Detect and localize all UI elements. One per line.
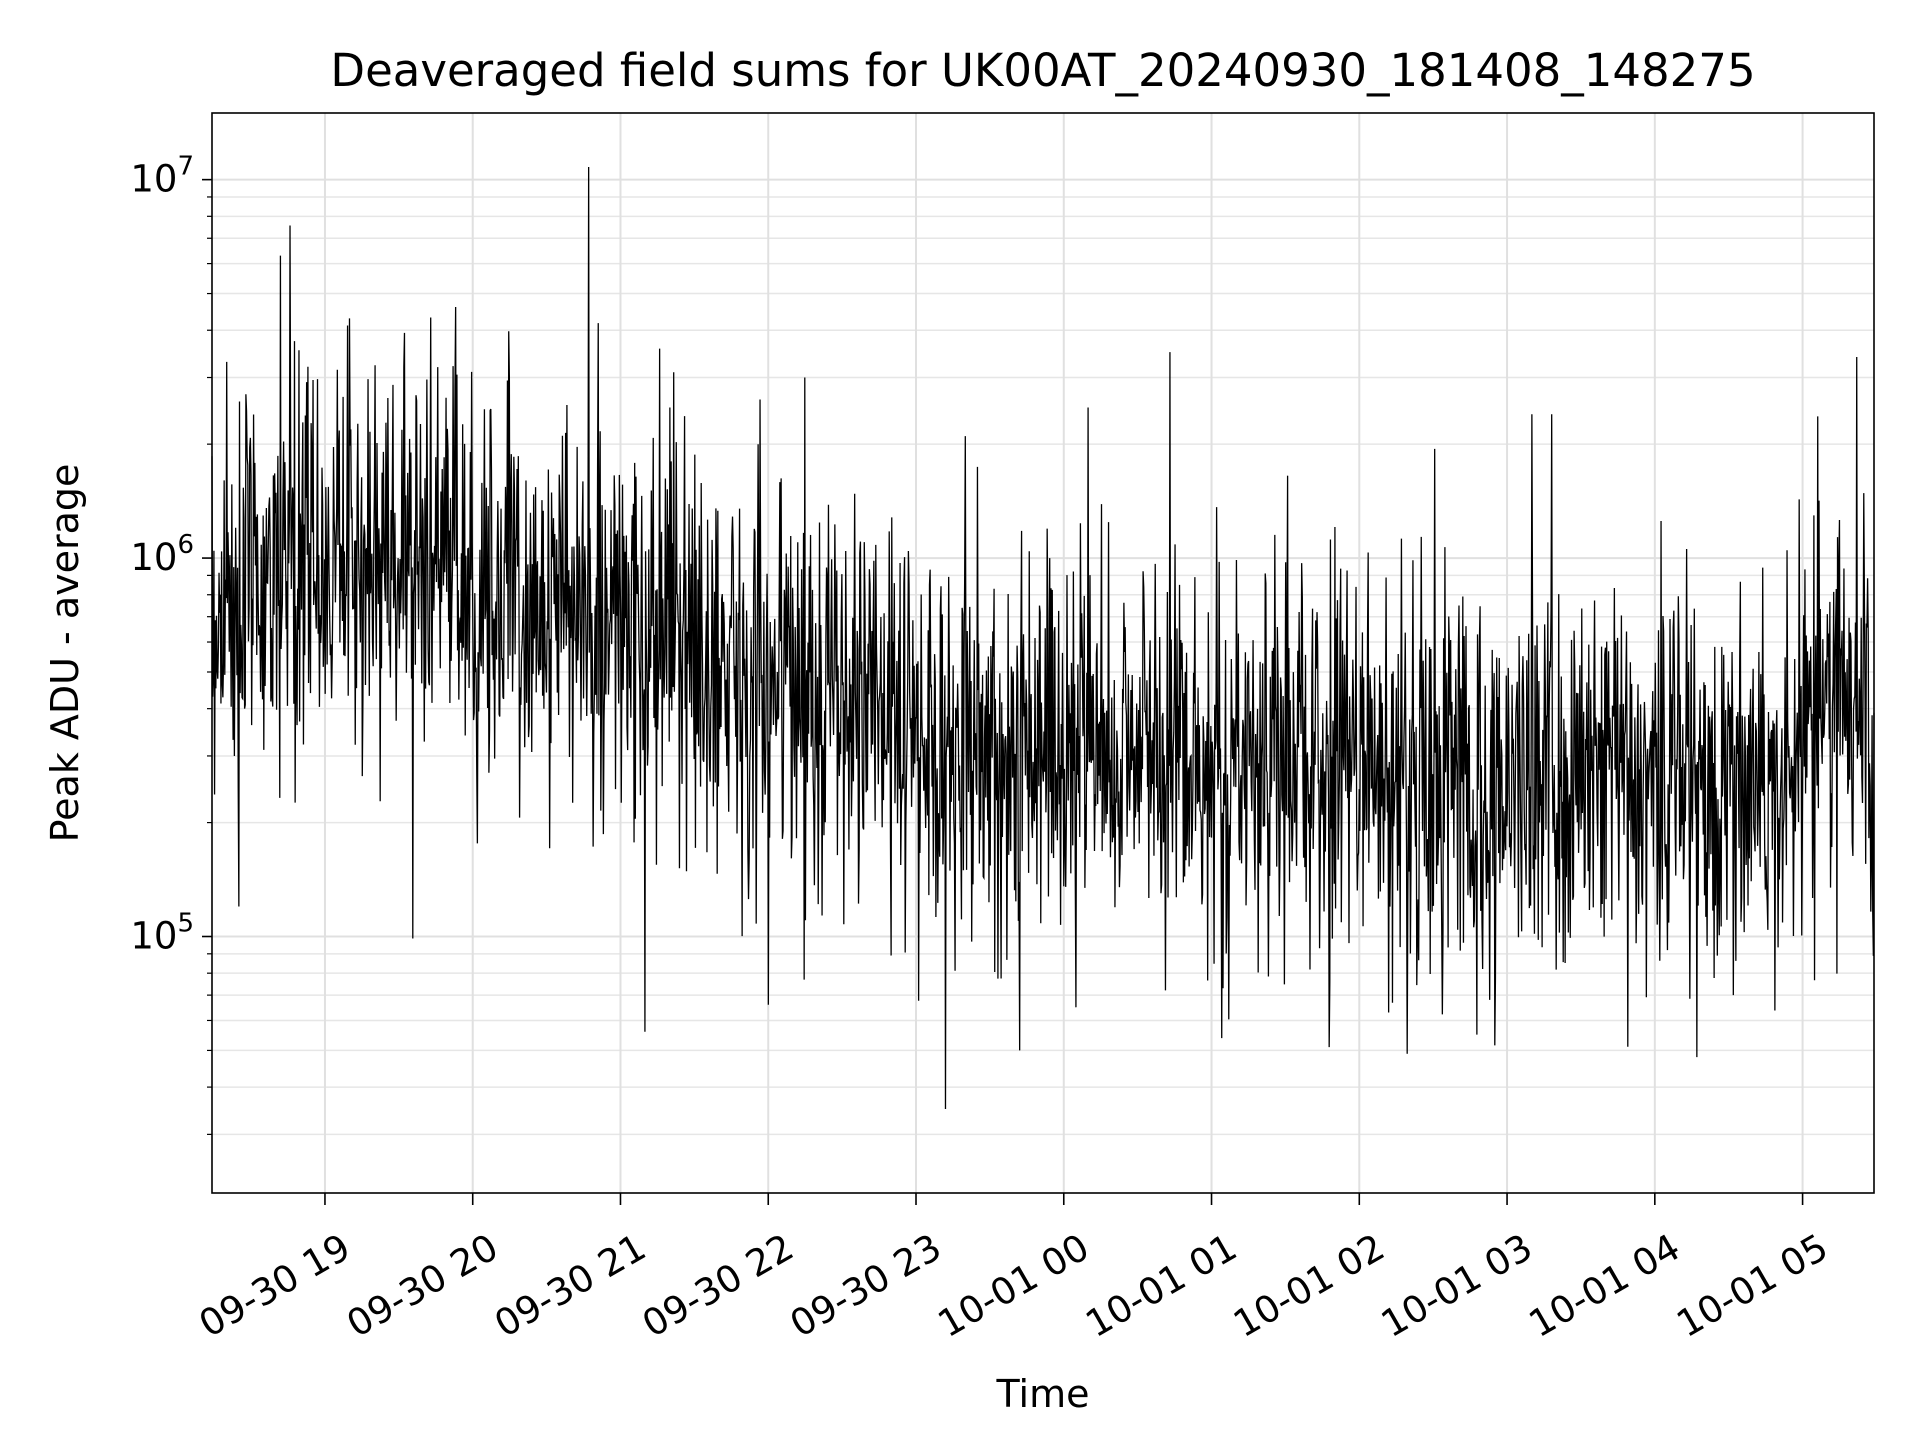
plot-area — [212, 113, 1874, 1193]
series-layer — [211, 166, 1875, 1110]
y-tick-label: 107 — [130, 152, 194, 201]
y-tick-label: 105 — [130, 909, 194, 958]
y-axis-label: Peak ADU - average — [43, 464, 87, 843]
x-axis-label: Time — [996, 1372, 1090, 1416]
chart-title: Deaveraged field sums for UK00AT_2024093… — [330, 44, 1755, 97]
series-line — [211, 166, 1875, 1110]
plot-background — [212, 113, 1874, 1193]
plot-frame — [211, 112, 1875, 1194]
y-tick-label: 106 — [130, 530, 194, 579]
y-axis: 105 106 107 — [130, 152, 212, 1135]
